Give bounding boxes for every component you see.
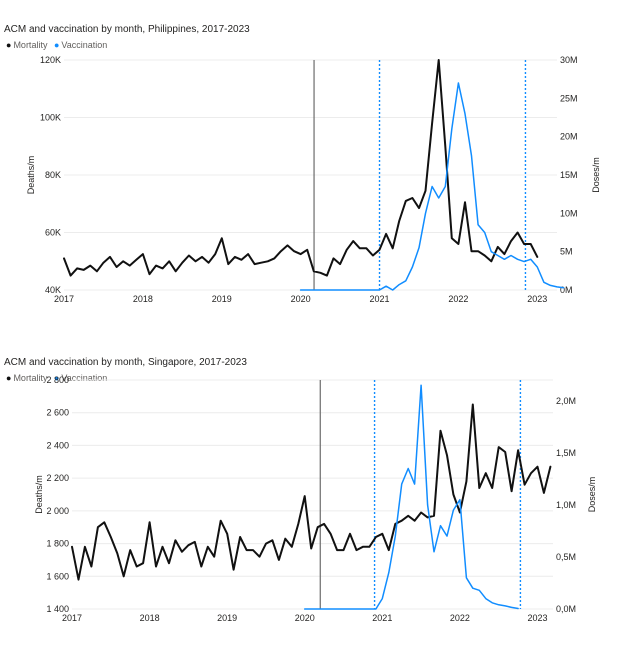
y-tick-label: 2 400 xyxy=(46,440,69,450)
y-tick-label: 1 400 xyxy=(46,604,69,614)
legend-item-vaccination[interactable]: ● Vaccination xyxy=(54,373,107,383)
y-tick-label: 2 600 xyxy=(46,408,69,418)
y2-tick-label: 1,5M xyxy=(556,448,576,458)
x-tick-label: 2020 xyxy=(295,613,315,623)
x-tick-label: 2023 xyxy=(527,613,547,623)
x-tick-label: 2020 xyxy=(291,294,311,304)
series-line-mortality[interactable] xyxy=(63,59,539,277)
y2-tick-label: 10M xyxy=(560,208,578,218)
chart-panel-philippines: ACM and vaccination by month, Philippine… xyxy=(0,0,633,320)
legend-marker-mortality: ● xyxy=(6,373,12,383)
y-tick-label: 80K xyxy=(45,170,61,180)
y-tick-label: 1 600 xyxy=(46,571,69,581)
legend-item-vaccination[interactable]: ● Vaccination xyxy=(54,40,107,50)
series-line-vaccination[interactable] xyxy=(303,384,519,610)
x-tick-label: 2019 xyxy=(217,613,237,623)
y2-tick-label: 5M xyxy=(560,247,573,257)
series-line-mortality[interactable] xyxy=(71,403,552,581)
chart-legend: ● Mortality ● Vaccination xyxy=(6,373,111,383)
chart-title: ACM and vaccination by month, Philippine… xyxy=(4,24,250,35)
legend-label-vaccination: Vaccination xyxy=(61,40,108,50)
legend-item-mortality[interactable]: ● Mortality xyxy=(6,40,47,50)
y2-tick-label: 25M xyxy=(560,93,578,103)
x-tick-label: 2023 xyxy=(527,294,547,304)
y2-axis-title: Doses/m xyxy=(587,477,597,513)
legend-label-mortality: Mortality xyxy=(13,373,48,383)
y2-tick-label: 0,5M xyxy=(556,552,576,562)
y-tick-label: 120K xyxy=(40,55,61,65)
y2-tick-label: 15M xyxy=(560,170,578,180)
y-axis-title: Deaths/m xyxy=(26,156,36,195)
y-tick-label: 100K xyxy=(40,113,61,123)
chart-title: ACM and vaccination by month, Singapore,… xyxy=(4,357,247,368)
y2-tick-label: 2,0M xyxy=(556,396,576,406)
series-line-vaccination[interactable] xyxy=(299,82,565,291)
y-axis-title: Deaths/m xyxy=(34,475,44,514)
x-tick-label: 2017 xyxy=(62,613,82,623)
y2-axis-title: Doses/m xyxy=(591,157,601,193)
legend-marker-vaccination: ● xyxy=(53,40,60,50)
legend-item-mortality[interactable]: ● Mortality xyxy=(6,373,47,383)
y2-tick-label: 0,0M xyxy=(556,604,576,614)
y-tick-label: 1 800 xyxy=(46,539,69,549)
x-tick-label: 2019 xyxy=(212,294,232,304)
chart-legend: ● Mortality ● Vaccination xyxy=(6,40,111,50)
y-tick-label: 2 000 xyxy=(46,506,69,516)
x-tick-label: 2021 xyxy=(370,294,390,304)
x-tick-label: 2022 xyxy=(450,613,470,623)
legend-label-mortality: Mortality xyxy=(13,40,48,50)
y-tick-label: 60K xyxy=(45,228,61,238)
x-tick-label: 2018 xyxy=(140,613,160,623)
legend-marker-vaccination: ● xyxy=(53,373,60,383)
y-tick-label: 2 200 xyxy=(46,473,69,483)
x-tick-label: 2017 xyxy=(54,294,74,304)
x-tick-label: 2021 xyxy=(372,613,392,623)
chart-svg-singapore: 1 400 1 600 1 800 2 000 2 200 2 400 2 600 2 800… xyxy=(34,375,597,623)
y2-tick-label: 0M xyxy=(560,285,573,295)
chart-panel-singapore: ACM and vaccination by month, Singapore,… xyxy=(0,333,633,653)
x-tick-label: 2018 xyxy=(133,294,153,304)
y2-tick-label: 1,0M xyxy=(556,500,576,510)
x-tick-label: 2022 xyxy=(448,294,468,304)
legend-marker-mortality: ● xyxy=(6,40,12,50)
chart-svg-philippines: 40K 60K 80K 100K 120K 0M 5M 10M 15M 20M 25M 30M 2017… xyxy=(26,55,601,304)
y-tick-label: 40K xyxy=(45,285,61,295)
y2-tick-label: 20M xyxy=(560,132,578,142)
y2-tick-label: 30M xyxy=(560,55,578,65)
legend-label-vaccination: Vaccination xyxy=(61,373,108,383)
y-tick-label: 2 800 xyxy=(46,375,69,385)
